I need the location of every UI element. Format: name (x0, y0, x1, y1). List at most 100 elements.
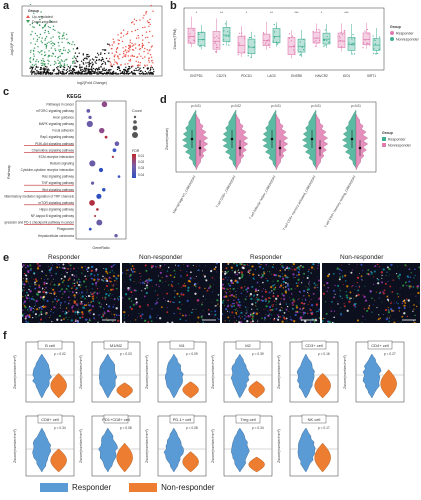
cell-signal (69, 291, 71, 293)
cell-signal (338, 268, 341, 271)
volcano-point (31, 31, 33, 33)
cell-signal (289, 316, 291, 318)
cell-signal (151, 308, 153, 310)
cell-signal (33, 273, 35, 275)
volcano-point (74, 72, 77, 74)
cell-signal (227, 299, 229, 302)
cell-signal (413, 321, 416, 323)
cell-signal (330, 310, 333, 312)
cell-signal (62, 267, 65, 270)
cell-signal (51, 287, 53, 289)
volcano-point (69, 50, 71, 52)
cell-signal (43, 321, 45, 323)
volcano-point (133, 55, 136, 57)
cell-signal (178, 295, 181, 298)
cell-signal (301, 299, 303, 301)
cell-signal (186, 299, 189, 302)
pathway-label: Hippo signaling pathway (39, 208, 74, 212)
volcano-point (53, 43, 56, 46)
cell-signal (270, 304, 273, 306)
violin-half-responder (301, 109, 317, 169)
cell-signal (93, 292, 95, 294)
cell-signal (272, 295, 275, 298)
cell-signal (23, 272, 26, 275)
violin-responder (362, 353, 382, 399)
pathway-dot (89, 199, 95, 206)
volcano-point (82, 73, 85, 75)
cell-signal (183, 263, 185, 265)
cell-signal (235, 279, 237, 282)
cell-signal (240, 292, 243, 295)
volcano-point (141, 46, 144, 48)
pathway-label: Ras signaling pathway (42, 175, 74, 179)
volcano-point (102, 73, 104, 75)
cell-signal (111, 294, 113, 296)
box-point (374, 38, 376, 40)
cell-signal (79, 316, 82, 319)
volcano-point (151, 73, 154, 75)
volcano-point (111, 44, 114, 46)
volcano-point (40, 59, 43, 62)
volcano-point (123, 70, 126, 72)
cell-signal (57, 299, 60, 301)
cell-signal (105, 277, 107, 279)
cell-signal (313, 286, 316, 288)
cell-signal (214, 310, 217, 313)
cell-panel-ylabel: Zscore(number/mm²) (79, 355, 83, 389)
violin-cell-label: Macrophage M1_CIBERSORT (172, 174, 197, 214)
cell-signal (392, 279, 395, 281)
cell-signal (45, 291, 48, 294)
cell-signal (333, 310, 336, 312)
cell-signal (236, 313, 238, 315)
box-point (229, 32, 231, 34)
pathway-dot (99, 127, 105, 134)
volcano-point (139, 19, 141, 21)
volcano-point (31, 71, 33, 73)
cell-signal (26, 291, 28, 294)
kegg-ylabel: Pathway (7, 165, 11, 179)
cell-signal (273, 300, 276, 302)
cell-signal (68, 310, 70, 312)
cell-signal (417, 300, 419, 302)
volcano-point (147, 36, 149, 38)
cell-signal (240, 286, 243, 289)
cell-panel: Zscore(number/mm²)M1/M2p = 0.03 (79, 340, 141, 403)
volcano-point (34, 71, 36, 73)
violin-pvalue: p=0.01 (191, 104, 201, 108)
cell-signal (81, 316, 84, 319)
cell-signal (403, 304, 406, 307)
cell-signal (405, 265, 407, 267)
cell-signal (377, 282, 380, 285)
cell-signal (131, 265, 134, 267)
cell-signal (282, 284, 284, 285)
cell-signal (35, 304, 37, 306)
cell-signal (229, 294, 232, 297)
cell-signal (166, 270, 169, 272)
cell-signal (249, 295, 251, 297)
cell-signal (262, 271, 265, 274)
volcano-point (135, 67, 137, 70)
cell-signal (171, 321, 174, 323)
cell-signal (323, 284, 325, 286)
cell-signal (254, 268, 257, 271)
cell-signal (73, 275, 76, 277)
cell-signal (296, 269, 298, 271)
cell-signal (88, 304, 89, 306)
cell-signal (86, 275, 88, 277)
cell-signal (49, 316, 51, 319)
cell-signal (268, 271, 271, 273)
volcano-point (120, 36, 122, 38)
cell-signal (386, 295, 389, 298)
volcano-point (64, 73, 66, 75)
cell-signal (285, 317, 288, 320)
cell-signal (172, 301, 174, 304)
violin-pvalue: p=0.02 (231, 104, 241, 108)
cell-signal (70, 294, 71, 296)
cell-signal (131, 289, 133, 291)
volcano-point (52, 36, 54, 38)
volcano-point (49, 26, 51, 29)
volcano-point (115, 72, 117, 74)
volcano-point (37, 72, 39, 75)
cell-signal (32, 296, 34, 298)
cell-signal (90, 296, 92, 297)
